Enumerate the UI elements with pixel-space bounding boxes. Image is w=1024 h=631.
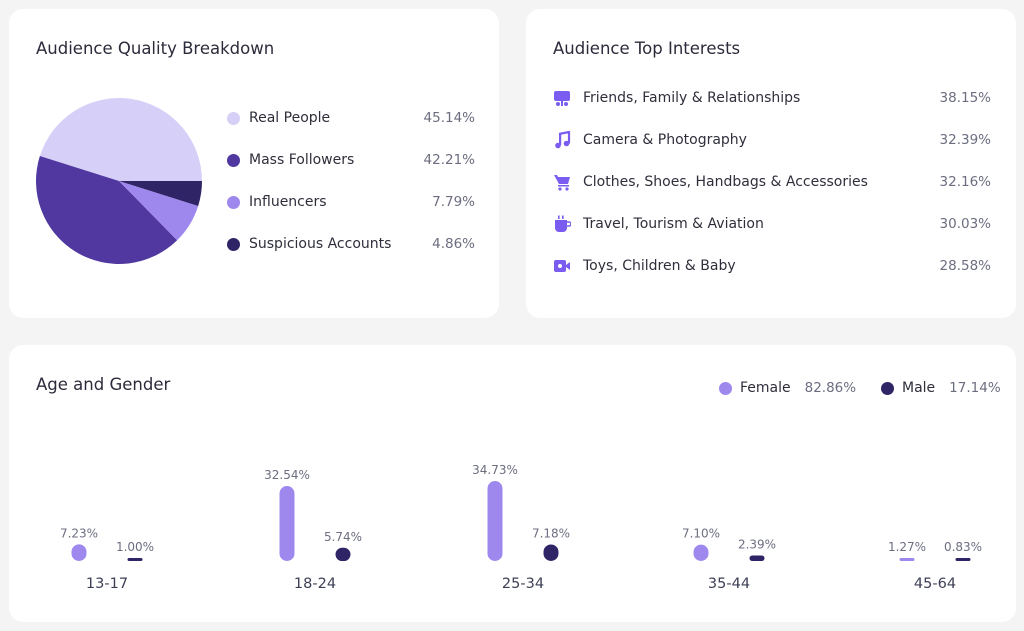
age-group-label: 35-44	[708, 576, 750, 592]
bar-value-label: 1.00%	[116, 540, 154, 554]
interest-row: Clothes, Shoes, Handbags & Accessories 3…	[553, 171, 991, 193]
bar-value-label: 0.83%	[944, 540, 982, 554]
age-group-label: 45-64	[914, 576, 956, 592]
age-gender-chart: 7.23% 1.00% 13-17 32.54% 5.74% 18-24 34.73% 7.1…	[60, 463, 982, 592]
coffee-cup-icon	[553, 215, 571, 233]
legend-dot	[227, 195, 240, 209]
bar-female	[279, 486, 295, 561]
bar-value-label: 32.54%	[264, 468, 310, 482]
legend-label: Mass Followers	[249, 152, 355, 168]
legend-dot	[881, 381, 894, 395]
bar-male	[749, 555, 765, 561]
audience-interests-card: Audience Top Interests Friends, Family &…	[526, 9, 1016, 318]
legend-real-people: Real People 45.14%	[227, 108, 475, 128]
legend-value: 4.86%	[432, 236, 475, 252]
pie-slice	[119, 181, 199, 241]
bar-male	[335, 547, 351, 561]
age-group-label: 25-34	[502, 576, 544, 592]
legend-dot	[227, 111, 240, 125]
age-gender-card: 7.23% 1.00% 13-17 32.54% 5.74% 18-24 34.73% 7.1…	[9, 345, 1016, 622]
bar-female	[693, 544, 709, 561]
age-gender-title: Age and Gender	[36, 375, 171, 394]
legend-label: Real People	[249, 110, 331, 126]
interest-value: 30.03%	[939, 216, 991, 232]
bar-value-label: 34.73%	[472, 463, 518, 477]
pie-slice	[39, 98, 203, 181]
legend-female: Female 82.86%	[719, 380, 856, 396]
interest-value: 28.58%	[939, 258, 991, 274]
legend-dot	[227, 153, 240, 167]
legend-value: 45.14%	[423, 110, 475, 126]
legend-dot	[227, 237, 240, 251]
age-group-label: 18-24	[294, 576, 336, 592]
interest-label: Travel, Tourism & Aviation	[583, 216, 764, 232]
interest-label: Toys, Children & Baby	[583, 258, 736, 274]
bar-value-label: 7.23%	[60, 526, 98, 540]
bar-female	[487, 481, 503, 561]
legend-influencers: Influencers 7.79%	[227, 192, 475, 212]
legend-male: Male 17.14%	[881, 380, 1001, 396]
bar-male	[127, 558, 143, 561]
legend-suspicious-accounts: Suspicious Accounts 4.86%	[227, 234, 475, 254]
legend-value: 42.21%	[423, 152, 475, 168]
bar-value-label: 1.27%	[888, 540, 926, 554]
bar-value-label: 5.74%	[324, 530, 362, 544]
video-camera-icon	[553, 257, 571, 275]
people-screen-icon	[553, 89, 571, 107]
audience-interests-title: Audience Top Interests	[553, 39, 741, 58]
pie-slice	[36, 156, 178, 264]
interest-row: Toys, Children & Baby 28.58%	[553, 255, 991, 277]
bar-value-label: 2.39%	[738, 537, 776, 551]
interest-value: 32.39%	[939, 132, 991, 148]
legend-dot	[719, 381, 732, 395]
bar-female	[71, 544, 87, 561]
bar-male	[543, 544, 559, 561]
bar-female	[899, 558, 915, 561]
age-group-label: 13-17	[86, 576, 128, 592]
legend-value: 17.14%	[949, 380, 1001, 396]
bar-value-label: 7.10%	[682, 527, 720, 541]
quality-pie-chart	[36, 98, 203, 264]
interest-row: Camera & Photography 32.39%	[553, 129, 991, 151]
interest-value: 32.16%	[939, 174, 991, 190]
music-note-icon	[553, 131, 571, 149]
legend-value: 82.86%	[804, 380, 857, 396]
bar-male	[955, 558, 971, 561]
audience-quality-card: Audience Quality Breakdown Real People 4…	[9, 9, 499, 318]
interest-row: Travel, Tourism & Aviation 30.03%	[553, 213, 991, 235]
legend-label: Female	[740, 380, 791, 396]
interest-label: Friends, Family & Relationships	[583, 90, 801, 106]
interest-row: Friends, Family & Relationships 38.15%	[553, 87, 991, 109]
legend-mass-followers: Mass Followers 42.21%	[227, 150, 475, 170]
interest-label: Camera & Photography	[583, 132, 747, 148]
interest-value: 38.15%	[939, 90, 991, 106]
audience-quality-title: Audience Quality Breakdown	[36, 39, 275, 58]
legend-value: 7.79%	[432, 194, 475, 210]
legend-label: Male	[902, 380, 936, 396]
legend-label: Influencers	[249, 194, 327, 210]
legend-label: Suspicious Accounts	[249, 236, 392, 252]
bar-value-label: 7.18%	[532, 526, 570, 540]
shopping-cart-icon	[553, 173, 571, 191]
pie-slice	[119, 181, 202, 206]
interest-label: Clothes, Shoes, Handbags & Accessories	[583, 174, 868, 190]
